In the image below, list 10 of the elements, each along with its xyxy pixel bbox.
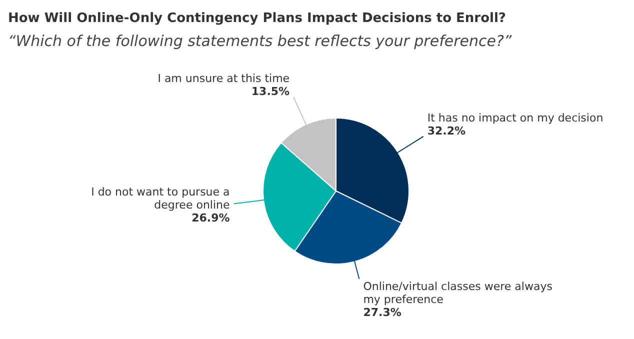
slice-label: It has no impact on my decision bbox=[427, 111, 604, 124]
slice-label: I do not want to pursue a degree online bbox=[91, 185, 230, 212]
data-label: 13.5% bbox=[251, 85, 290, 98]
chart-title: How Will Online-Only Contingency Plans Impact Decisions to Enroll? bbox=[8, 10, 507, 28]
chart-subtitle: “Which of the following statements best reflects your preference?” bbox=[8, 31, 513, 52]
slice-label: I am unsure at this time bbox=[158, 72, 290, 86]
data-label: 32.2% bbox=[427, 124, 466, 138]
data-label: 27.3% bbox=[363, 306, 402, 319]
slice-label: Online/virtual classes were always my preference bbox=[363, 280, 553, 306]
data-label: 26.9% bbox=[192, 211, 230, 224]
